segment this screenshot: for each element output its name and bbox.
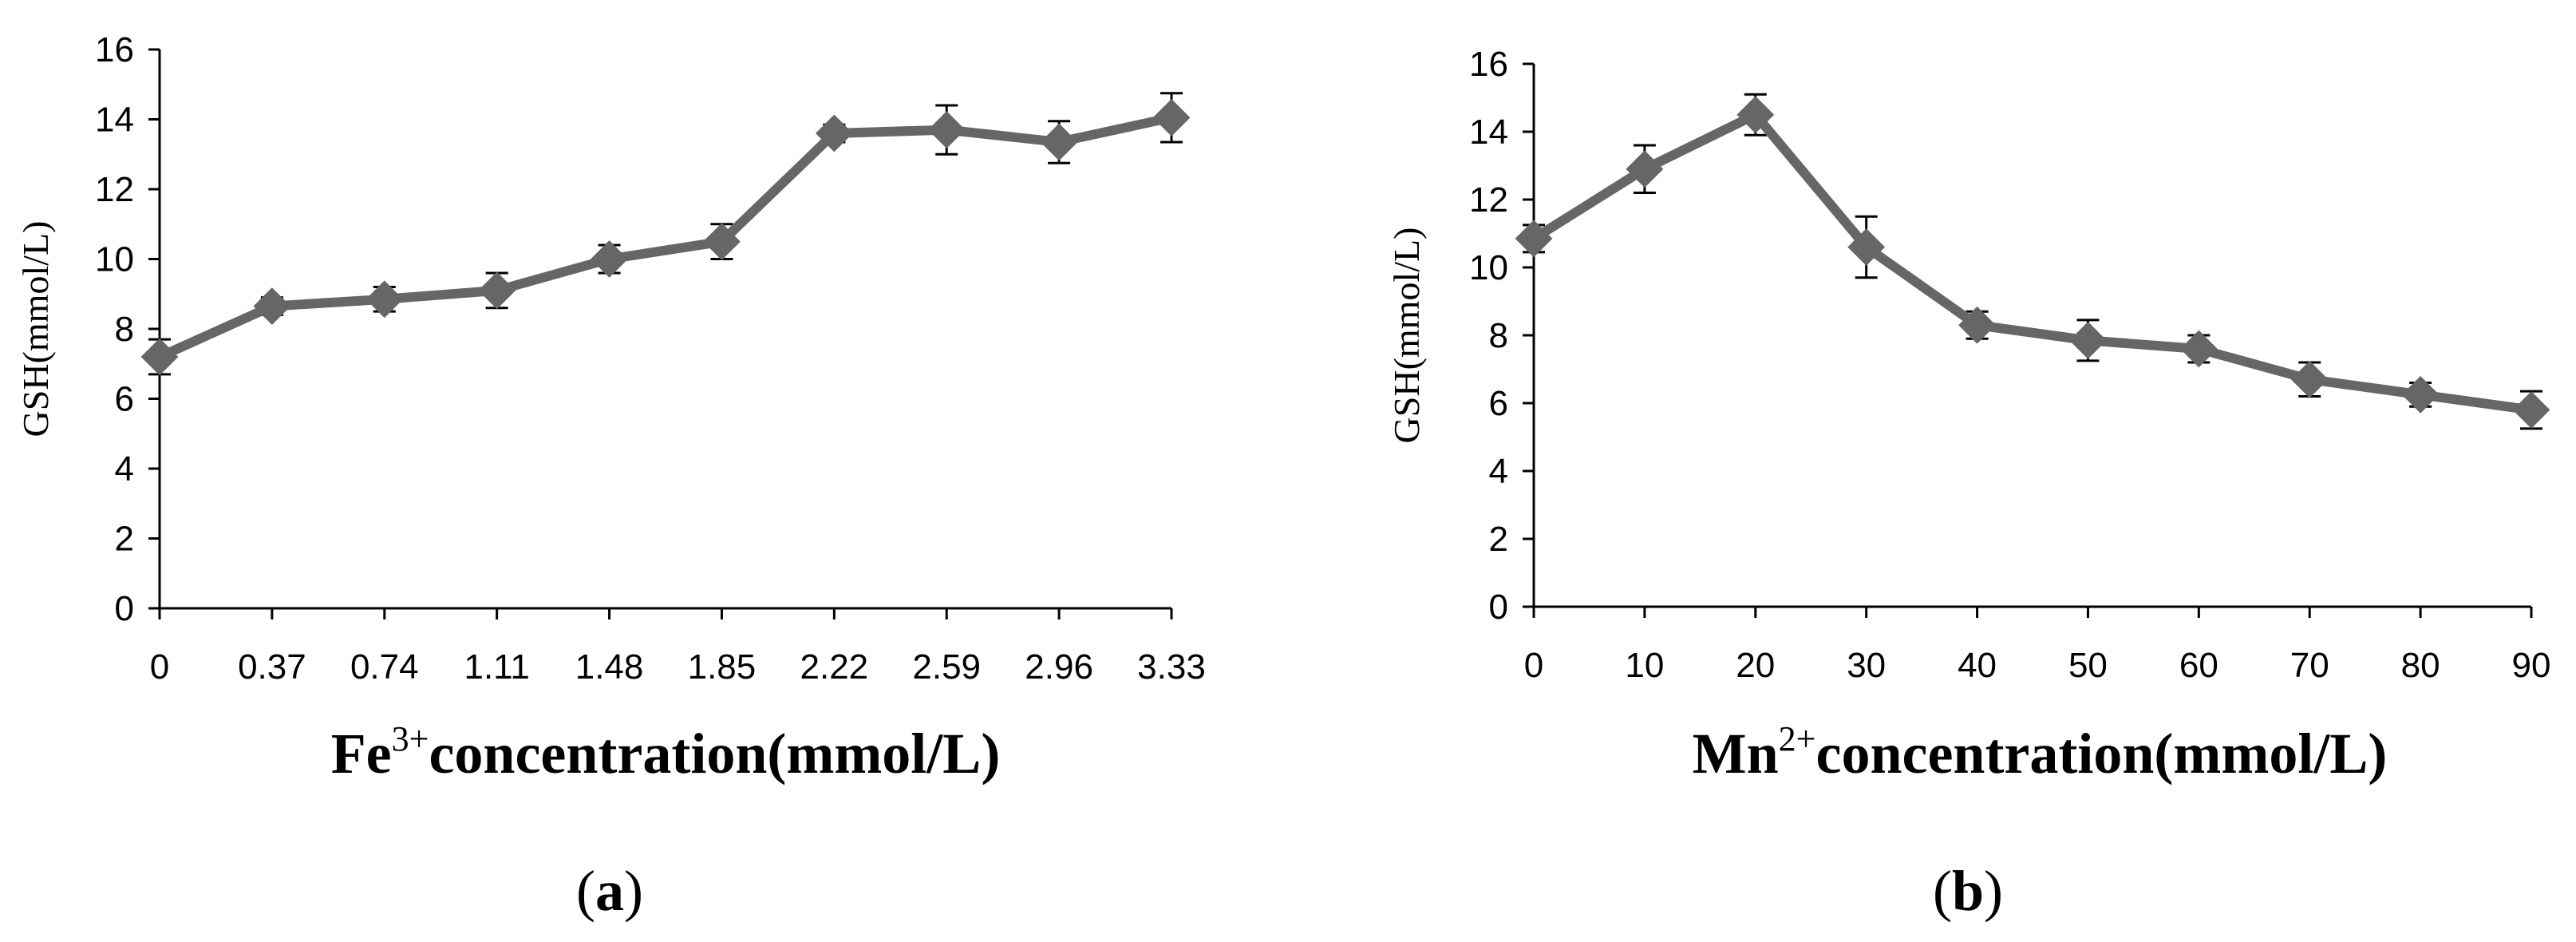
data-markers [140, 98, 1191, 376]
data-point [140, 338, 179, 376]
chart-panel-b: 0 2 4 6 8 10 12 14 16 0 10 20 30 40 50 60 70 80 90 GSH(mm… [1386, 45, 2550, 923]
x-tick-label: 0.74 [350, 647, 419, 687]
data-point [1626, 150, 1664, 188]
data-point [2179, 330, 2218, 368]
x-tick-label: 1.48 [575, 647, 644, 687]
data-point [1152, 98, 1191, 137]
x-tick-label: 1.85 [688, 647, 757, 687]
data-point [1847, 228, 1886, 266]
y-tick-label: 0 [1489, 588, 1508, 627]
x-tick-label: 2.22 [800, 647, 869, 687]
y-tick-label: 14 [95, 101, 134, 140]
x-axis-label: Mn2+concentration(mmol/L) [1693, 719, 2388, 786]
y-tick-label: 6 [115, 380, 134, 419]
chart-panel-a: 0 2 4 6 8 10 12 14 16 0 0.37 0.74 1.11 1.48 1.85 2.22 2… [15, 30, 1206, 923]
y-tick-label: 6 [1489, 384, 1508, 423]
y-tick-label: 4 [1489, 452, 1508, 491]
x-tick-label: 10 [1625, 646, 1664, 685]
y-tick-label: 4 [115, 449, 134, 489]
error-bars [1523, 93, 2542, 430]
data-point [2401, 375, 2440, 414]
x-tick-label: 80 [2401, 646, 2440, 685]
panel-label: (a) [576, 859, 643, 923]
series-line [1529, 109, 2536, 415]
y-tick-label: 10 [95, 240, 134, 279]
y-ticks: 0 2 4 6 8 10 12 14 16 [1469, 45, 1534, 627]
y-tick-label: 2 [1489, 520, 1508, 559]
x-tick-label: 50 [2068, 646, 2108, 685]
data-point [591, 240, 628, 278]
data-point [815, 114, 853, 152]
y-tick-label: 16 [1469, 45, 1508, 84]
data-point [2512, 391, 2550, 429]
data-point [703, 223, 741, 261]
x-tick-label: 60 [2179, 646, 2218, 685]
y-tick-label: 8 [115, 310, 134, 349]
x-tick-label: 30 [1847, 646, 1886, 685]
data-point [1736, 96, 1775, 134]
x-tick-label: 1.11 [464, 647, 529, 687]
data-point [2069, 321, 2107, 359]
data-point [1040, 123, 1078, 161]
data-point [1515, 220, 1553, 258]
x-tick-label: 40 [1958, 646, 1997, 685]
x-tick-label: 90 [2512, 646, 2551, 685]
x-ticks: 0 0.37 0.74 1.11 1.48 1.85 2.22 2.59 2.96 3.33 [150, 608, 1206, 687]
y-tick-label: 14 [1469, 113, 1508, 152]
y-tick-label: 12 [95, 170, 134, 209]
y-ticks: 0 2 4 6 8 10 12 14 16 [95, 30, 160, 628]
data-markers [1515, 96, 2550, 429]
x-tick-label: 0 [1524, 646, 1543, 685]
y-tick-label: 8 [1489, 316, 1508, 355]
series-line [155, 113, 1176, 362]
y-tick-label: 12 [1469, 180, 1508, 220]
data-point [2290, 360, 2329, 398]
x-tick-label: 20 [1736, 646, 1775, 685]
y-tick-label: 16 [95, 30, 134, 69]
panel-label: (b) [1933, 859, 2003, 923]
data-point [253, 287, 291, 325]
y-axis-label: GSH(mmol/L) [15, 221, 56, 437]
x-tick-label: 70 [2290, 646, 2329, 685]
data-point [1958, 306, 1996, 344]
y-tick-label: 10 [1469, 248, 1508, 287]
x-tick-label: 3.33 [1137, 647, 1206, 687]
data-point [365, 280, 404, 319]
x-tick-label: 0.37 [238, 647, 306, 687]
x-tick-label: 0 [150, 647, 169, 687]
x-ticks: 0 10 20 30 40 50 60 70 80 90 [1524, 607, 2551, 685]
y-tick-label: 0 [115, 589, 134, 628]
y-tick-label: 2 [115, 520, 134, 559]
data-point [927, 111, 966, 149]
y-axis-label: GSH(mmol/L) [1386, 228, 1427, 444]
x-tick-label: 2.59 [912, 647, 981, 687]
x-axis-label: Fe3+concentration(mmol/L) [331, 719, 1001, 786]
data-point [478, 271, 516, 310]
x-tick-label: 2.96 [1025, 647, 1093, 687]
